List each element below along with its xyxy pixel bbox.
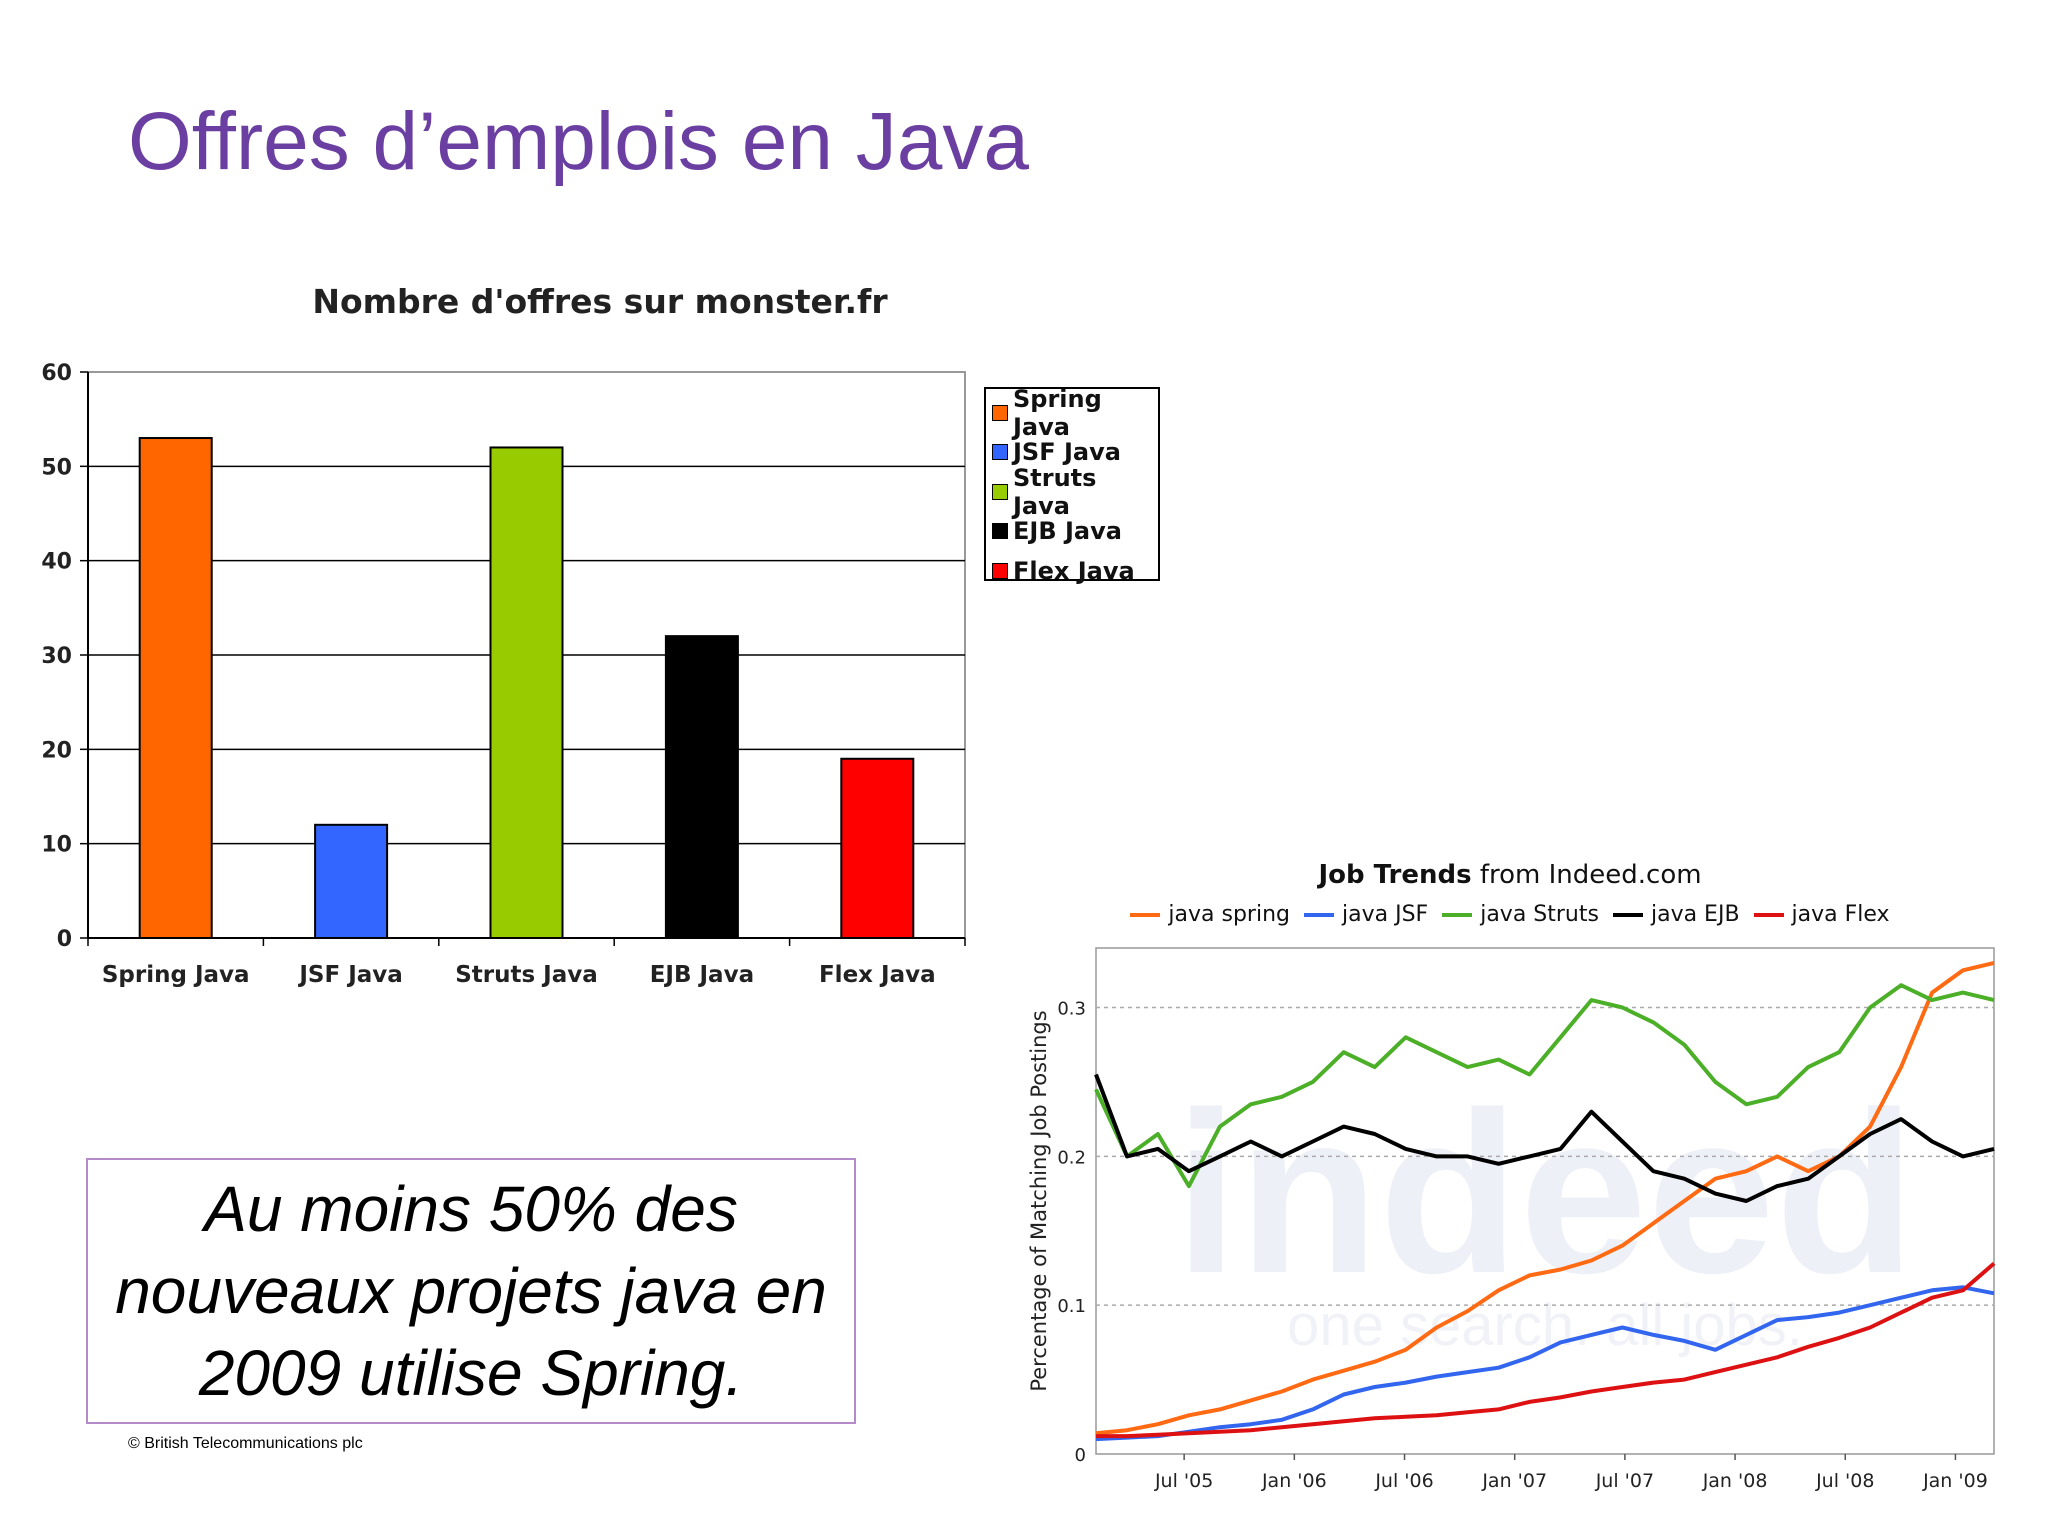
legend-swatch bbox=[992, 444, 1008, 461]
trend-title-suffix: from Indeed.com bbox=[1479, 860, 1702, 890]
trend-x-tick-label: Jul '05 bbox=[1154, 1470, 1213, 1492]
trend-legend-item: java Flex bbox=[1753, 902, 1890, 927]
bar bbox=[840, 757, 915, 939]
trend-x-tick-label: Jul '07 bbox=[1595, 1470, 1654, 1492]
legend-label: Flex Java bbox=[1013, 556, 1135, 585]
legend-swatch bbox=[992, 404, 1008, 421]
legend-item-struts: Struts Java bbox=[992, 464, 1152, 520]
slide-title: Offres d’emplois en Java bbox=[128, 96, 1029, 187]
x-tick-label: JSF Java bbox=[297, 962, 402, 988]
trend-y-tick-label: 0.2 bbox=[1057, 1147, 1086, 1168]
quote-text: Au moins 50% des nouveaux projets java e… bbox=[115, 1173, 827, 1409]
bar bbox=[489, 446, 564, 939]
legend-swatch bbox=[992, 523, 1008, 540]
legend-item-jsf: JSF Java bbox=[992, 433, 1152, 473]
trend-plot-area bbox=[1095, 947, 1995, 1455]
y-tick-label: 0 bbox=[57, 927, 72, 952]
trend-legend-item: java spring bbox=[1130, 902, 1290, 927]
trend-x-tick-label: Jan '09 bbox=[1922, 1470, 1988, 1492]
trend-title-main: Job Trends bbox=[1318, 860, 1472, 890]
x-tick-label: Flex Java bbox=[819, 962, 936, 988]
trend-series-line bbox=[1094, 1073, 1995, 1203]
legend-item-spring: Spring Java bbox=[992, 385, 1152, 441]
trend-series-line bbox=[1095, 1285, 1995, 1442]
legend-item-flex: Flex Java bbox=[992, 551, 1152, 591]
legend-label: Spring Java bbox=[1013, 384, 1102, 441]
legend-line bbox=[1612, 912, 1643, 917]
trend-chart-title: Job Trends from Indeed.com bbox=[1130, 860, 1890, 890]
legend-line bbox=[1130, 912, 1161, 917]
legend-label: java JSF bbox=[1342, 902, 1429, 927]
x-tick-label: EJB Java bbox=[650, 962, 754, 988]
bar-chart-legend: Spring Java JSF Java Struts Java EJB Jav… bbox=[984, 385, 1160, 585]
trend-series-line bbox=[1096, 1261, 1996, 1439]
y-tick-label: 50 bbox=[41, 455, 72, 480]
legend-label: JSF Java bbox=[1013, 438, 1121, 467]
legend-label: java spring bbox=[1168, 902, 1290, 927]
y-tick-label: 20 bbox=[41, 738, 72, 763]
y-tick-label: 10 bbox=[41, 833, 72, 858]
trend-y-tick-label: 0.3 bbox=[1057, 999, 1086, 1020]
trend-legend-item: java JSF bbox=[1304, 902, 1428, 927]
trend-x-tick-label: Jan '07 bbox=[1481, 1470, 1547, 1492]
legend-swatch bbox=[992, 483, 1008, 500]
trend-y-tick-label: 0.1 bbox=[1057, 1296, 1086, 1317]
trend-x-tick-label: Jan '06 bbox=[1261, 1470, 1327, 1492]
trend-series-line bbox=[1094, 983, 1995, 1189]
legend-line bbox=[1753, 912, 1784, 917]
legend-label: java Flex bbox=[1791, 902, 1890, 927]
trend-legend-item: java EJB bbox=[1612, 902, 1740, 927]
quote-box: Au moins 50% des nouveaux projets java e… bbox=[86, 1158, 856, 1424]
legend-label: Struts Java bbox=[1013, 463, 1097, 520]
bar bbox=[138, 437, 213, 939]
trend-y-tick-label: 0 bbox=[1075, 1445, 1086, 1466]
bar bbox=[664, 635, 739, 940]
bar bbox=[314, 823, 389, 939]
bar-chart: 0 10 20 30 40 50 60 Spring Java JSF Java Struts J… bbox=[41, 361, 966, 988]
x-tick-label: Spring Java bbox=[102, 962, 250, 988]
legend-line bbox=[1442, 912, 1473, 917]
legend-line bbox=[1304, 912, 1334, 917]
y-tick-label: 30 bbox=[41, 644, 72, 669]
y-tick-label: 60 bbox=[41, 361, 72, 386]
trend-legend-item: java Struts bbox=[1442, 902, 1599, 927]
trend-x-tick-label: Jan '08 bbox=[1702, 1470, 1768, 1492]
copyright-notice: © British Telecommunications plc bbox=[128, 1435, 363, 1452]
indeed-watermark: indeed bbox=[1174, 1064, 1915, 1321]
legend-item-ejb: EJB Java bbox=[992, 512, 1152, 552]
legend-label: java EJB bbox=[1650, 902, 1740, 927]
bar-chart-title: Nombre d'offres sur monster.fr bbox=[312, 282, 888, 321]
trend-x-tick-label: Jul '06 bbox=[1374, 1470, 1433, 1492]
x-tick-label: Struts Java bbox=[455, 962, 598, 988]
trend-x-tick-label: Jul '08 bbox=[1815, 1470, 1874, 1492]
trend-chart-legend: java spring java JSF java Struts java EJ… bbox=[1130, 902, 1890, 927]
trend-y-axis-label: Percentage of Matching Job Postings bbox=[1027, 1010, 1051, 1391]
legend-label: EJB Java bbox=[1013, 517, 1122, 546]
y-tick-label: 40 bbox=[41, 550, 72, 575]
legend-label: java Struts bbox=[1480, 902, 1599, 927]
legend-swatch bbox=[992, 562, 1008, 579]
